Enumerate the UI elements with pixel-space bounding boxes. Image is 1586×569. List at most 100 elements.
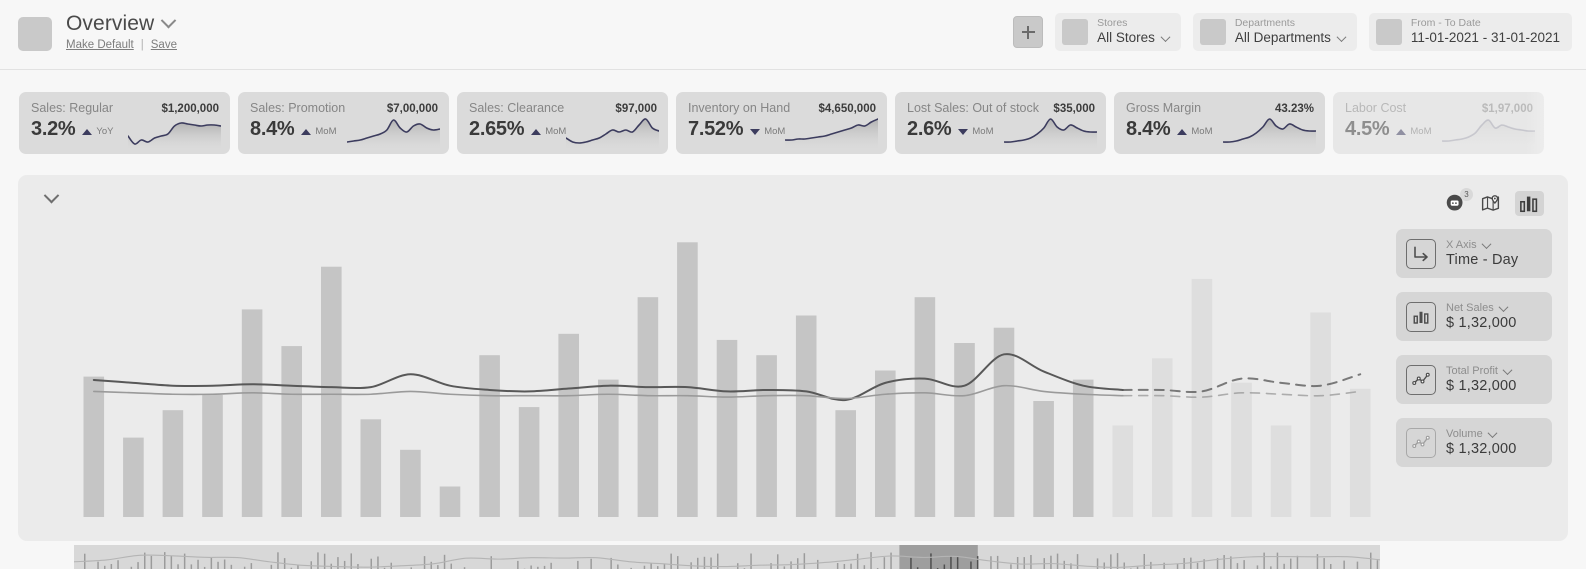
kpi-amount: $35,000: [1053, 103, 1095, 115]
minimap-tick: [490, 556, 492, 569]
minimap-tick: [357, 564, 359, 569]
chevron-down-icon[interactable]: [1160, 32, 1171, 43]
minimap-tick: [1070, 563, 1072, 569]
minimap-tick: [956, 557, 959, 569]
minimap-tick: [110, 564, 113, 569]
metric-card-net-sales[interactable]: Net Sales $ 1,32,000: [1396, 292, 1552, 341]
chevron-down-icon[interactable]: [1481, 238, 1492, 249]
minimap-tick: [1136, 566, 1139, 569]
filter-departments[interactable]: Departments All Departments: [1192, 13, 1357, 51]
bar-chart-icon[interactable]: [1515, 191, 1544, 216]
line-chart-icon: [1406, 364, 1436, 395]
combo-chart[interactable]: [74, 227, 1380, 569]
filter-stores[interactable]: Stores All Stores: [1055, 13, 1181, 51]
metric-text: X Axis Time - Day: [1446, 238, 1518, 268]
chart-bar: [479, 355, 500, 517]
minimap-tick: [277, 552, 279, 569]
minimap-tick: [1230, 556, 1232, 569]
minimap-tick: [450, 563, 452, 569]
minimap-tick: [677, 556, 679, 569]
chart-bar: [637, 297, 659, 517]
axis-arrow-icon: [1406, 238, 1436, 269]
page-title-row[interactable]: Overview: [66, 12, 177, 35]
minimap-tick: [790, 561, 792, 569]
comments-badge: 3: [1460, 188, 1473, 201]
kpi-amount: $97,000: [615, 103, 657, 115]
minimap-tick: [670, 553, 672, 569]
chart-line-forecast-volume: [1121, 390, 1362, 398]
kpi-card-body: 8.4% MoM: [250, 118, 438, 141]
kpi-card[interactable]: Sales: Clearance $97,000 2.65% MoM: [457, 92, 668, 154]
save-link[interactable]: Save: [150, 39, 177, 52]
chart-bar: [1072, 379, 1094, 517]
minimap-tick: [577, 560, 579, 569]
minimap-tick: [164, 552, 166, 569]
chart-bar: [716, 339, 738, 517]
minimap-tick: [250, 563, 253, 569]
chart-bar: [875, 370, 896, 517]
add-widget-button[interactable]: [1013, 16, 1044, 48]
kpi-card[interactable]: Lost Sales: Out of stock $35,000 2.6% MoM: [895, 92, 1106, 154]
chevron-down-icon[interactable]: [1502, 364, 1513, 375]
minimap-tick: [843, 564, 846, 569]
minimap-tick: [1216, 558, 1219, 569]
minimap-tick: [890, 552, 892, 569]
minimap-tick: [910, 557, 912, 569]
kpi-card-header: Labor Cost $1,97,000: [1345, 101, 1533, 115]
kpi-card-body: 8.4% MoM: [1126, 118, 1314, 141]
department-thumbnail: [1199, 19, 1226, 45]
kpi-card[interactable]: Gross Margin 43.23% 8.4% MoM: [1114, 92, 1325, 154]
metric-card-x-axis[interactable]: X Axis Time - Day: [1396, 229, 1552, 278]
map-pin-icon[interactable]: [1480, 193, 1501, 214]
minimap-tick: [1256, 565, 1259, 569]
minimap-tick: [537, 566, 539, 569]
chart-bar: [202, 394, 223, 517]
metric-label-row[interactable]: X Axis: [1446, 238, 1518, 251]
chevron-down-icon[interactable]: [1498, 301, 1509, 312]
metric-text: Total Profit $ 1,32,000: [1446, 364, 1517, 394]
chart-bar: [360, 419, 382, 517]
kpi-card[interactable]: Sales: Promotion $7,00,000 8.4% MoM: [238, 92, 449, 154]
chevron-down-icon[interactable]: [1487, 427, 1498, 438]
minimap-tick: [850, 563, 852, 569]
chart-bar: [598, 379, 619, 517]
metric-label-row[interactable]: Net Sales: [1446, 301, 1517, 314]
metric-card-total-profit[interactable]: Total Profit $ 1,32,000: [1396, 355, 1552, 404]
metric-card-volume[interactable]: Volume $ 1,32,000: [1396, 418, 1552, 467]
metric-rail[interactable]: X Axis Time - Day Net Sales $ 1,32,000 Total…: [1396, 229, 1552, 467]
minimap-tick: [950, 556, 952, 569]
metric-label-row[interactable]: Volume: [1446, 427, 1517, 440]
minimap-tick: [916, 567, 919, 569]
minimap-tick: [650, 563, 652, 569]
filter-departments-label: Departments: [1234, 17, 1295, 29]
chart-bar: [83, 376, 105, 517]
minimap-tick: [930, 553, 932, 569]
kpi-card[interactable]: Labor Cost $1,97,000 4.5% MoM: [1333, 92, 1544, 154]
minimap-tick: [976, 556, 979, 569]
chart-bar: [162, 410, 184, 517]
minimap-tick: [97, 561, 99, 569]
kpi-card[interactable]: Sales: Regular $1,200,000 3.2% YoY: [19, 92, 230, 154]
make-default-link[interactable]: Make Default: [66, 39, 134, 52]
minimap-tick: [370, 558, 372, 569]
line-chart-icon: [1406, 427, 1436, 458]
header-controls: Stores All Stores Departments All Depart…: [1013, 13, 1572, 51]
chevron-down-icon[interactable]: [161, 12, 177, 29]
kpi-card[interactable]: Inventory on Hand $4,650,000 7.52% MoM: [676, 92, 887, 154]
panel-collapse-toggle[interactable]: [43, 187, 62, 209]
minimap-tick: [1330, 564, 1332, 569]
kpi-delta: MoM: [750, 126, 785, 141]
filter-date-range[interactable]: From - To Date 11-01-2021 - 31-01-2021: [1368, 13, 1572, 51]
page-title: Overview: [66, 12, 155, 35]
minimap-tick: [423, 556, 426, 569]
kpi-card-strip[interactable]: Sales: Regular $1,200,000 3.2% YoY Sales: Pr…: [0, 92, 1586, 156]
minimap-tick: [770, 563, 772, 569]
chart-canvas[interactable]: [74, 227, 1380, 569]
comments-icon[interactable]: 3: [1445, 188, 1473, 214]
chevron-down-icon[interactable]: [1336, 32, 1347, 43]
metric-label-row[interactable]: Total Profit: [1446, 364, 1517, 377]
minimap-tick: [210, 557, 213, 569]
minimap-tick: [430, 561, 432, 569]
kpi-amount: $4,650,000: [818, 103, 876, 115]
kpi-period: MoM: [972, 126, 994, 137]
